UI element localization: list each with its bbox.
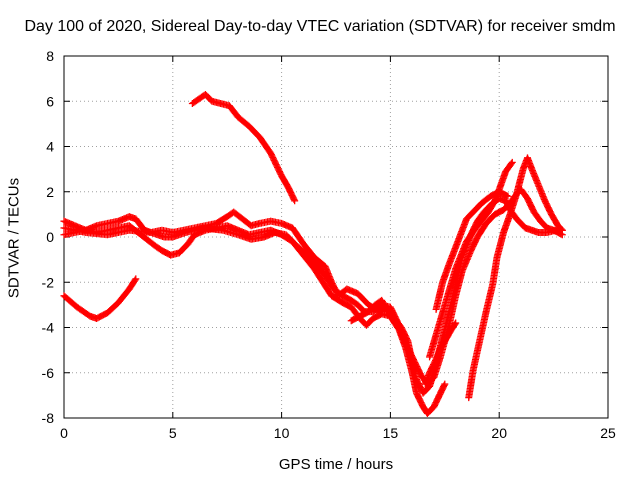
x-tick-label: 0 [60,425,68,441]
data-point-marker [558,226,566,234]
y-tick-label: -2 [42,274,55,290]
data-series-arc-6 [347,296,399,327]
y-tick-label: -6 [42,365,55,381]
y-tick-label: 4 [46,139,54,155]
data-point-marker [290,195,298,203]
data-point-marker [441,380,449,388]
x-axis-label: GPS time / hours [278,456,394,473]
data-point-marker [132,275,140,283]
data-series-arc-10 [421,319,460,388]
data-point-marker [391,319,399,327]
x-tick-label: 15 [383,425,399,441]
data-series-arc-9 [465,154,566,402]
data-series-arc-1 [60,275,140,322]
chart-title: Day 100 of 2020, Sidereal Day-to-day VTE… [24,18,616,35]
data-point-marker [507,160,515,168]
data-point-marker [452,319,460,327]
data-point-marker [504,192,512,200]
y-tick-label: 2 [46,184,54,200]
y-tick-label: 0 [46,229,54,245]
data-point-marker [508,158,516,166]
data-point-marker [390,318,398,326]
data-point-marker [291,197,299,205]
data-series-arc-8 [426,158,516,361]
data-point-marker [131,276,139,284]
y-tick-label: 8 [46,48,54,64]
x-tick-label: 25 [600,425,616,441]
data-point-marker [451,320,459,328]
x-tick-label: 5 [169,425,177,441]
y-tick-label: -8 [42,410,55,426]
y-tick-label: -4 [42,320,55,336]
y-axis-label: SDTVAR / TECUs [5,177,23,299]
x-tick-label: 20 [491,425,507,441]
y-tick-label: 6 [46,93,54,109]
data-series-arc-2 [188,90,299,205]
data-point-marker [557,225,565,233]
x-tick-label: 10 [274,425,290,441]
